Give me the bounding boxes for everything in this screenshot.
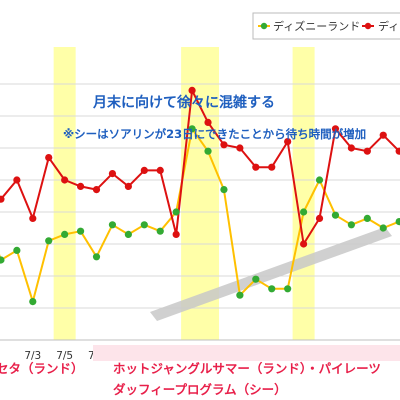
- point-sea-7-1: [0, 195, 5, 203]
- legend-sea-label: ディズニーシー: [378, 19, 400, 33]
- annotation-main: 月末に向けて徐々に混雑する: [92, 94, 275, 111]
- point-land-7-14: [204, 147, 212, 155]
- point-sea-7-12: [172, 230, 180, 238]
- point-sea-7-20: [300, 240, 308, 248]
- point-sea-7-7: [92, 186, 101, 194]
- event-row2: ダッフィープログラム（シー）: [113, 382, 287, 397]
- point-sea-7-14: [204, 118, 212, 126]
- point-sea-7-3: [29, 214, 37, 222]
- point-sea-7-19: [284, 138, 292, 146]
- point-land-7-24: [363, 214, 371, 222]
- point-sea-7-22: [331, 125, 340, 133]
- grid-lines: [0, 83, 400, 341]
- point-land-7-26: [395, 218, 400, 226]
- highlight-band-0: [53, 47, 76, 340]
- point-land-7-23: [347, 221, 355, 229]
- point-sea-7-24: [363, 147, 371, 155]
- event-row1-left: セタ（ランド）: [0, 361, 84, 376]
- point-land-7-9: [124, 230, 132, 238]
- point-land-7-17: [252, 275, 260, 283]
- point-sea-7-13: [188, 86, 196, 94]
- point-land-7-10: [140, 221, 148, 229]
- point-land-7-6: [76, 227, 85, 235]
- point-sea-7-25: [379, 131, 387, 139]
- point-sea-7-16: [236, 144, 244, 152]
- legend-land-marker: [260, 22, 268, 30]
- point-land-7-2: [13, 246, 21, 254]
- legend-land-label: ディズニーランド: [273, 19, 360, 33]
- point-sea-7-21: [315, 214, 324, 222]
- point-land-7-8: [108, 221, 117, 229]
- point-sea-7-18: [268, 163, 276, 171]
- point-sea-7-11: [156, 166, 164, 174]
- point-land-7-19: [284, 285, 292, 293]
- point-land-7-16: [236, 291, 244, 299]
- point-land-7-13: [188, 125, 196, 133]
- x-tick-7-3: 7/3: [24, 350, 41, 362]
- legend: ディズニーランド ディズニーシー: [252, 12, 400, 40]
- point-land-7-3: [29, 298, 37, 306]
- trend-arrow: [150, 227, 392, 321]
- point-land-7-25: [379, 224, 387, 232]
- point-sea-7-17: [252, 163, 260, 171]
- annotation-note: ※シーはソアリンが23日にできたことから待ち時間が増加: [63, 127, 366, 141]
- point-land-7-22: [331, 211, 340, 219]
- event-row1-right: ホットジャングルサマー（ランド）・パイレーツ: [113, 361, 381, 376]
- point-land-7-20: [300, 208, 308, 216]
- point-land-7-4: [45, 237, 53, 245]
- point-land-7-5: [61, 230, 69, 238]
- point-sea-7-5: [61, 176, 69, 184]
- point-sea-7-8: [108, 170, 117, 178]
- point-sea-7-9: [124, 182, 132, 190]
- event-bands: [93, 345, 400, 361]
- legend-sea-marker: [364, 22, 372, 30]
- point-land-7-11: [156, 227, 164, 235]
- point-sea-7-6: [76, 182, 85, 190]
- point-land-7-18: [268, 285, 276, 293]
- point-land-7-7: [92, 253, 101, 261]
- point-sea-7-23: [347, 144, 355, 152]
- point-land-7-15: [220, 186, 228, 194]
- point-land-7-21: [315, 176, 324, 184]
- point-sea-7-4: [45, 154, 53, 162]
- event-band: [93, 345, 400, 361]
- x-tick-7-5: 7/5: [56, 350, 73, 362]
- highlight-bands: [53, 47, 315, 340]
- point-sea-7-10: [140, 166, 148, 174]
- point-land-7-12: [172, 208, 180, 216]
- point-land-7-1: [0, 256, 5, 264]
- point-sea-7-26: [395, 147, 400, 155]
- point-sea-7-2: [13, 176, 21, 184]
- point-sea-7-15: [220, 141, 228, 149]
